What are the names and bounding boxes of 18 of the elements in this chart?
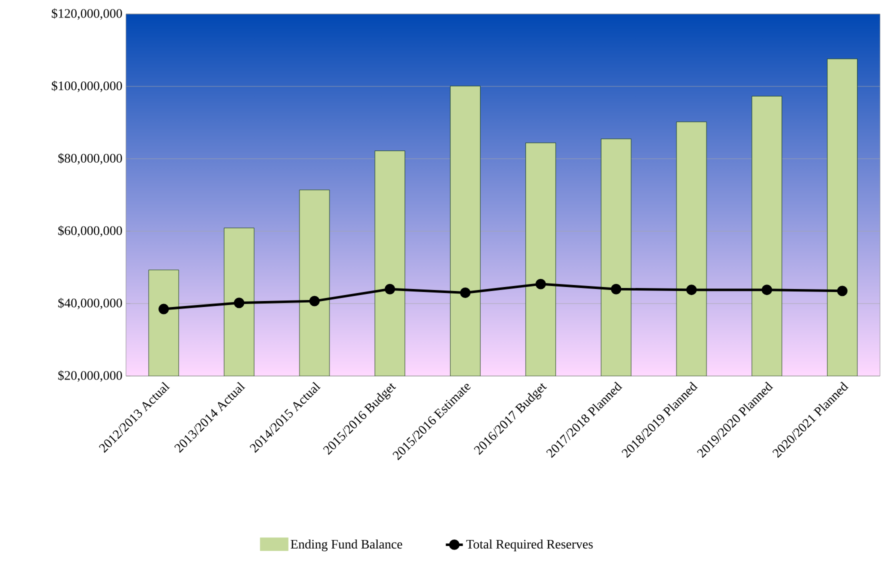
point [535,278,546,290]
point [610,284,622,294]
legend-label: Total Required Reserves [466,539,593,552]
point [234,298,244,308]
point [762,284,772,296]
point [158,304,169,314]
y-tick-label: $40,000,000 [58,298,122,310]
point [837,286,848,296]
y-tick-label: $100,000,000 [52,80,122,92]
y-tick-label: $20,000,000 [58,370,122,382]
y-tick-label: $120,000,000 [52,8,122,20]
point [384,284,396,294]
y-tick-label: $80,000,000 [58,153,122,164]
y-tick-label: $60,000,000 [58,226,122,237]
point [686,284,697,296]
point [460,288,471,298]
legend-label: Ending Fund Balance [290,539,402,552]
point [309,296,320,306]
